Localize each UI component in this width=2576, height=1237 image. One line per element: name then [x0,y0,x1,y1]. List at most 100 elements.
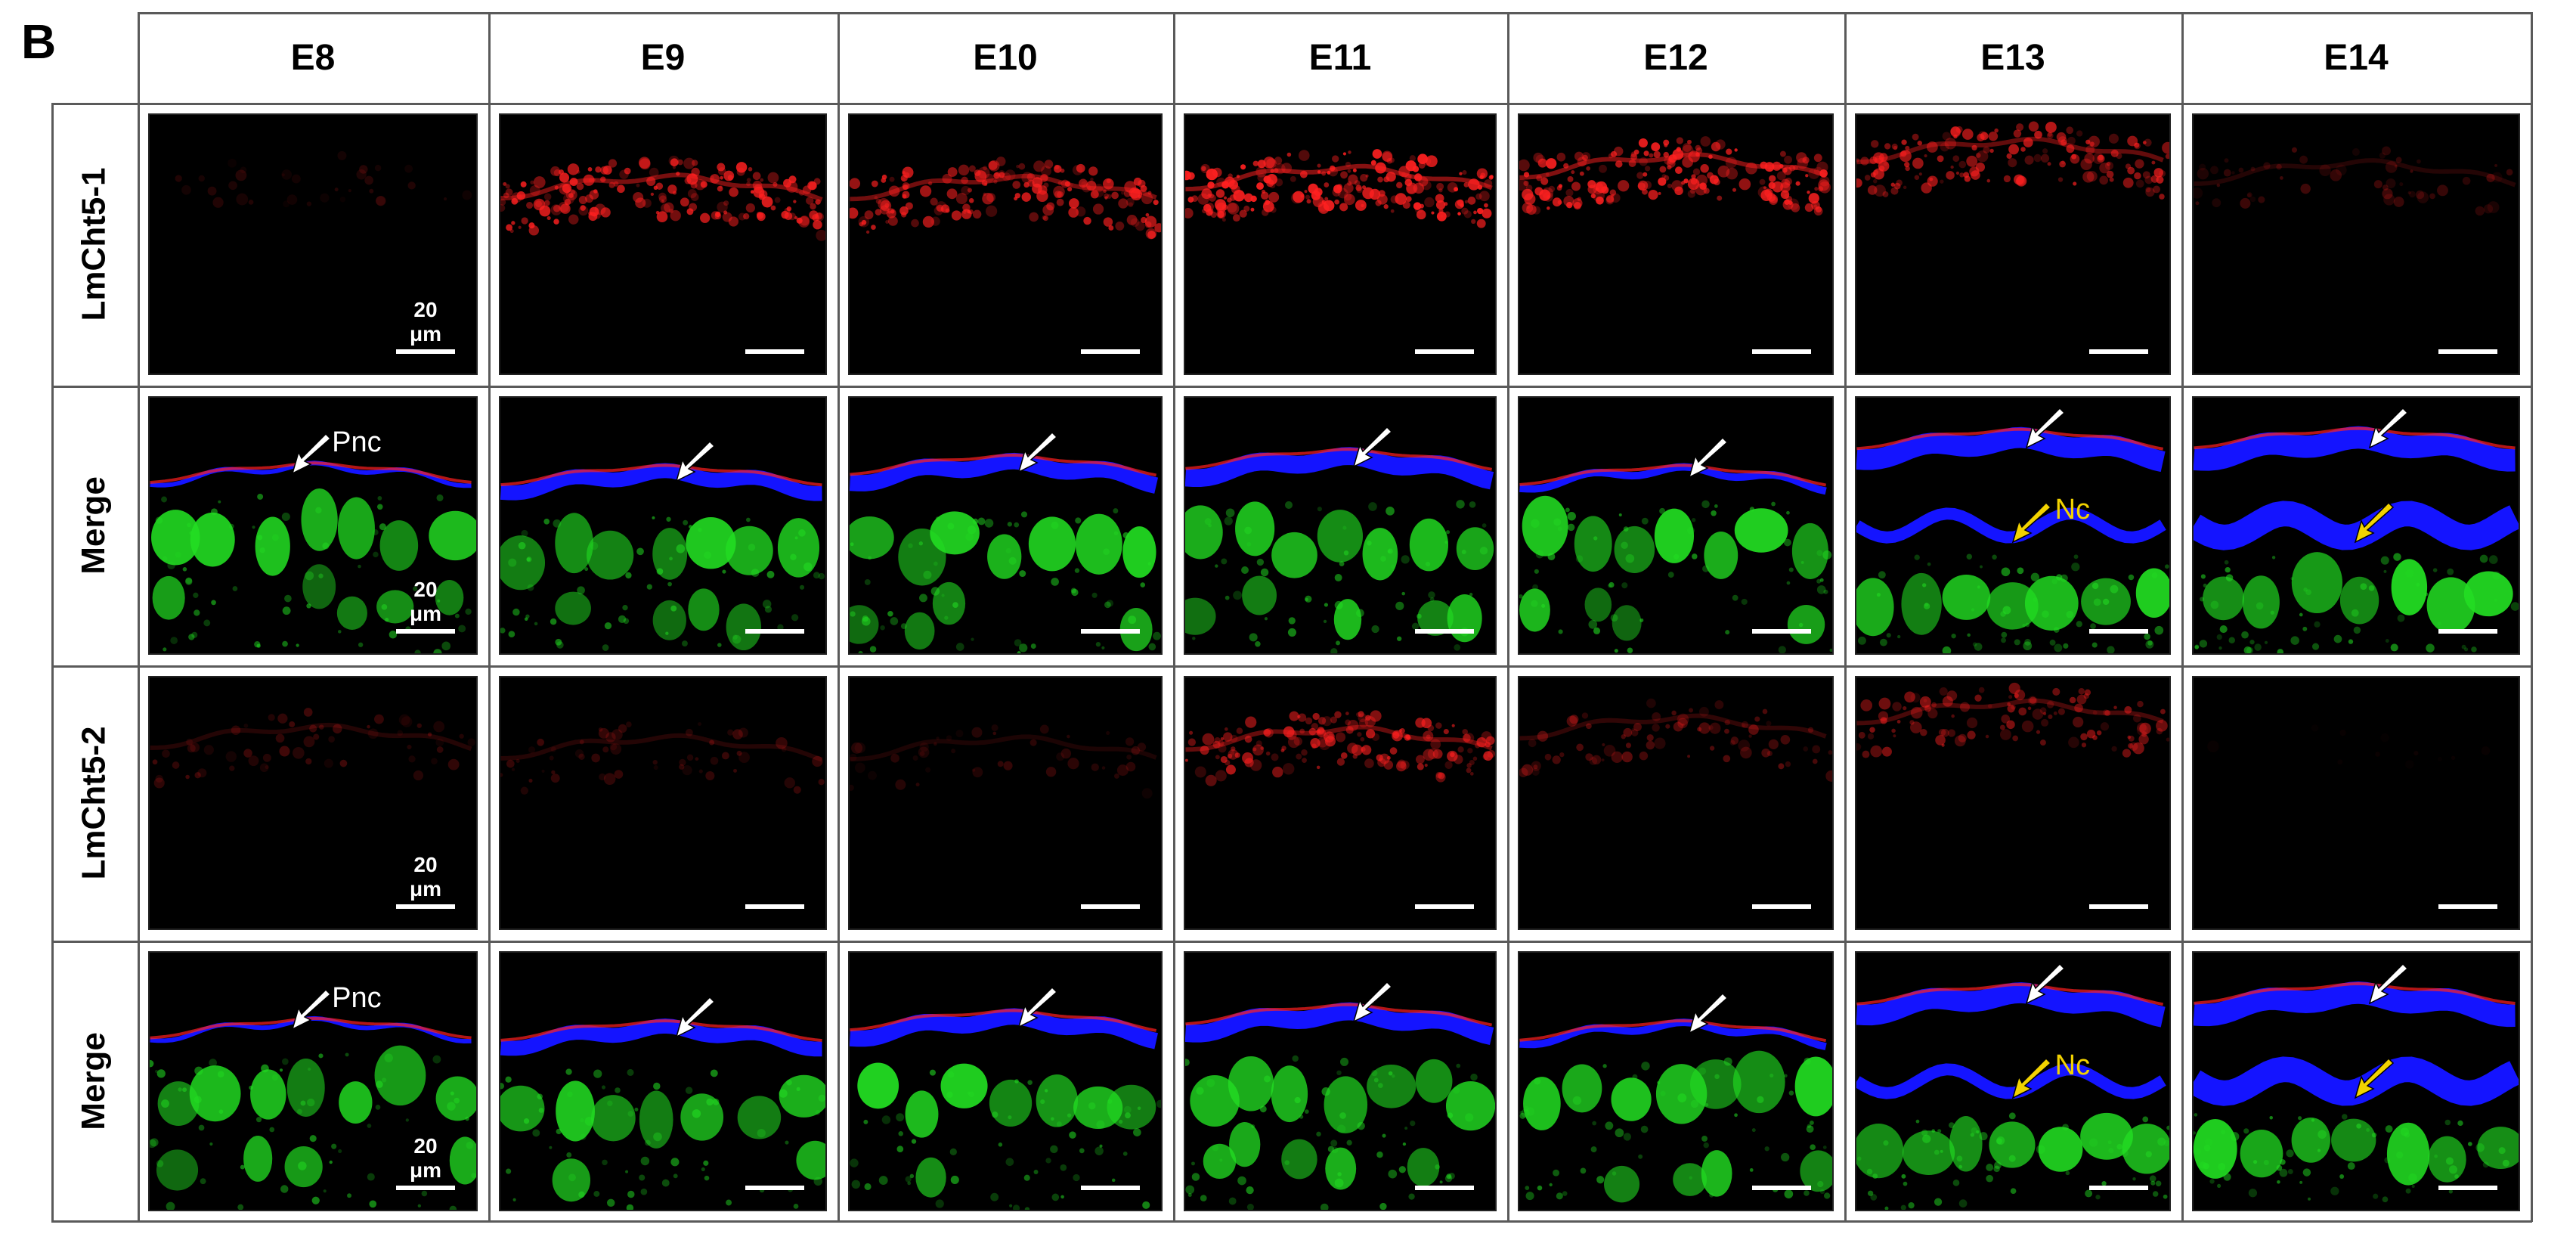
column-header-e9: E9 [640,37,686,78]
green-speck [1704,1102,1709,1107]
red-signal-speck [776,736,788,749]
red-signal-speck [1436,182,1444,191]
red-signal-speck [1438,772,1445,780]
red-signal-speck [761,196,773,208]
red-signal-speck [427,732,432,736]
green-speck [338,630,342,634]
red-signal-speck [1462,170,1467,175]
green-speck [791,614,799,622]
red-signal-speck [813,219,822,230]
red-signal-speck [1699,182,1707,191]
red-signal-speck [1202,733,1215,746]
micrograph-lmcht5-1-e10 [848,113,1163,375]
new-cuticle-layer [2194,1056,2519,1106]
red-signal-speck [1623,727,1633,737]
green-speck [1956,1155,1963,1162]
red-signal-speck [2194,187,2203,199]
red-signal-speck [1386,172,1396,182]
green-speck [990,1192,999,1201]
red-signal-speck [1978,687,1985,693]
green-speck [2042,610,2049,618]
red-signal-speck [1358,718,1368,728]
green-nucleus [379,520,419,571]
green-speck [1320,1203,1329,1210]
green-speck [1900,1204,1906,1210]
red-signal-speck [1476,219,1486,228]
red-signal-speck [313,733,320,740]
new-cuticle-layer [1856,1063,2166,1099]
green-speck [1996,1136,2005,1145]
green-nucleus [1689,1059,1742,1109]
green-speck [1806,1125,1814,1133]
red-cuticle-edge [2194,982,2516,1005]
green-speck [2299,612,2303,617]
green-nucleus [151,510,200,566]
red-signal-speck [1724,728,1729,734]
green-nucleus [1794,1056,1832,1117]
green-speck [907,1181,912,1186]
red-signal-speck [374,714,384,724]
red-signal-speck [1649,153,1654,158]
green-speck [2056,574,2063,581]
red-signal-speck [793,786,801,794]
red-signal-speck [2078,688,2085,695]
micrograph-image [2194,981,2519,1203]
red-signal-speck [2057,177,2064,182]
green-speck [1095,641,1101,647]
red-signal-speck [1878,166,1885,172]
red-signal-speck [1144,215,1157,228]
red-signal-speck [1389,747,1398,755]
red-signal-speck [190,743,200,752]
green-nucleus [726,603,762,651]
red-signal-speck [1243,205,1250,212]
green-speck [1786,581,1791,585]
red-signal-speck [968,165,976,172]
red-signal-speck [1360,173,1368,182]
red-signal-speck [1648,189,1658,200]
green-nucleus [2024,575,2079,631]
micrograph-image [1185,149,1494,228]
red-signal-speck [2020,147,2026,152]
red-signal-speck [2382,184,2389,191]
green-speck [198,1124,205,1131]
nc-label: Nc [2054,1049,2091,1081]
green-speck [1382,1133,1386,1138]
green-nucleus [1235,501,1275,556]
red-signal-speck [2092,710,2098,715]
red-signal-speck [1784,193,1790,199]
green-speck [178,1087,182,1092]
green-speck [1553,1169,1560,1177]
green-speck [1995,1138,2002,1145]
red-signal-speck [2216,183,2221,188]
green-speck [1927,562,1931,566]
green-speck [1621,582,1628,589]
green-speck [436,494,444,501]
green-nucleus [555,513,593,574]
row-label-text: LmCht5-1 [75,167,112,321]
row-label-2: Merge [51,386,136,665]
red-signal-speck [2018,707,2027,716]
red-signal-speck [2084,689,2091,696]
green-nucleus [1407,1148,1440,1187]
green-speck [868,556,872,560]
red-signal-speck [1983,146,1990,154]
green-speck [2154,625,2164,635]
red-signal-speck [1687,139,1692,144]
red-signal-speck [972,209,982,219]
green-speck [2001,631,2008,638]
red-signal-speck [1083,216,1091,225]
red-signal-speck [2132,742,2144,755]
green-nucleus [556,1080,595,1142]
green-speck [1823,1192,1831,1199]
scale-bar [1752,904,1811,909]
green-speck [1123,1105,1132,1114]
green-speck [946,1091,953,1099]
green-speck [1448,1172,1455,1180]
green-speck [1221,558,1228,565]
red-signal-speck [2336,164,2347,176]
red-signal-speck [518,225,522,229]
green-speck [1590,1146,1597,1152]
green-speck [1701,500,1710,509]
red-signal-speck [1483,751,1494,761]
red-signal-speck [727,175,734,181]
